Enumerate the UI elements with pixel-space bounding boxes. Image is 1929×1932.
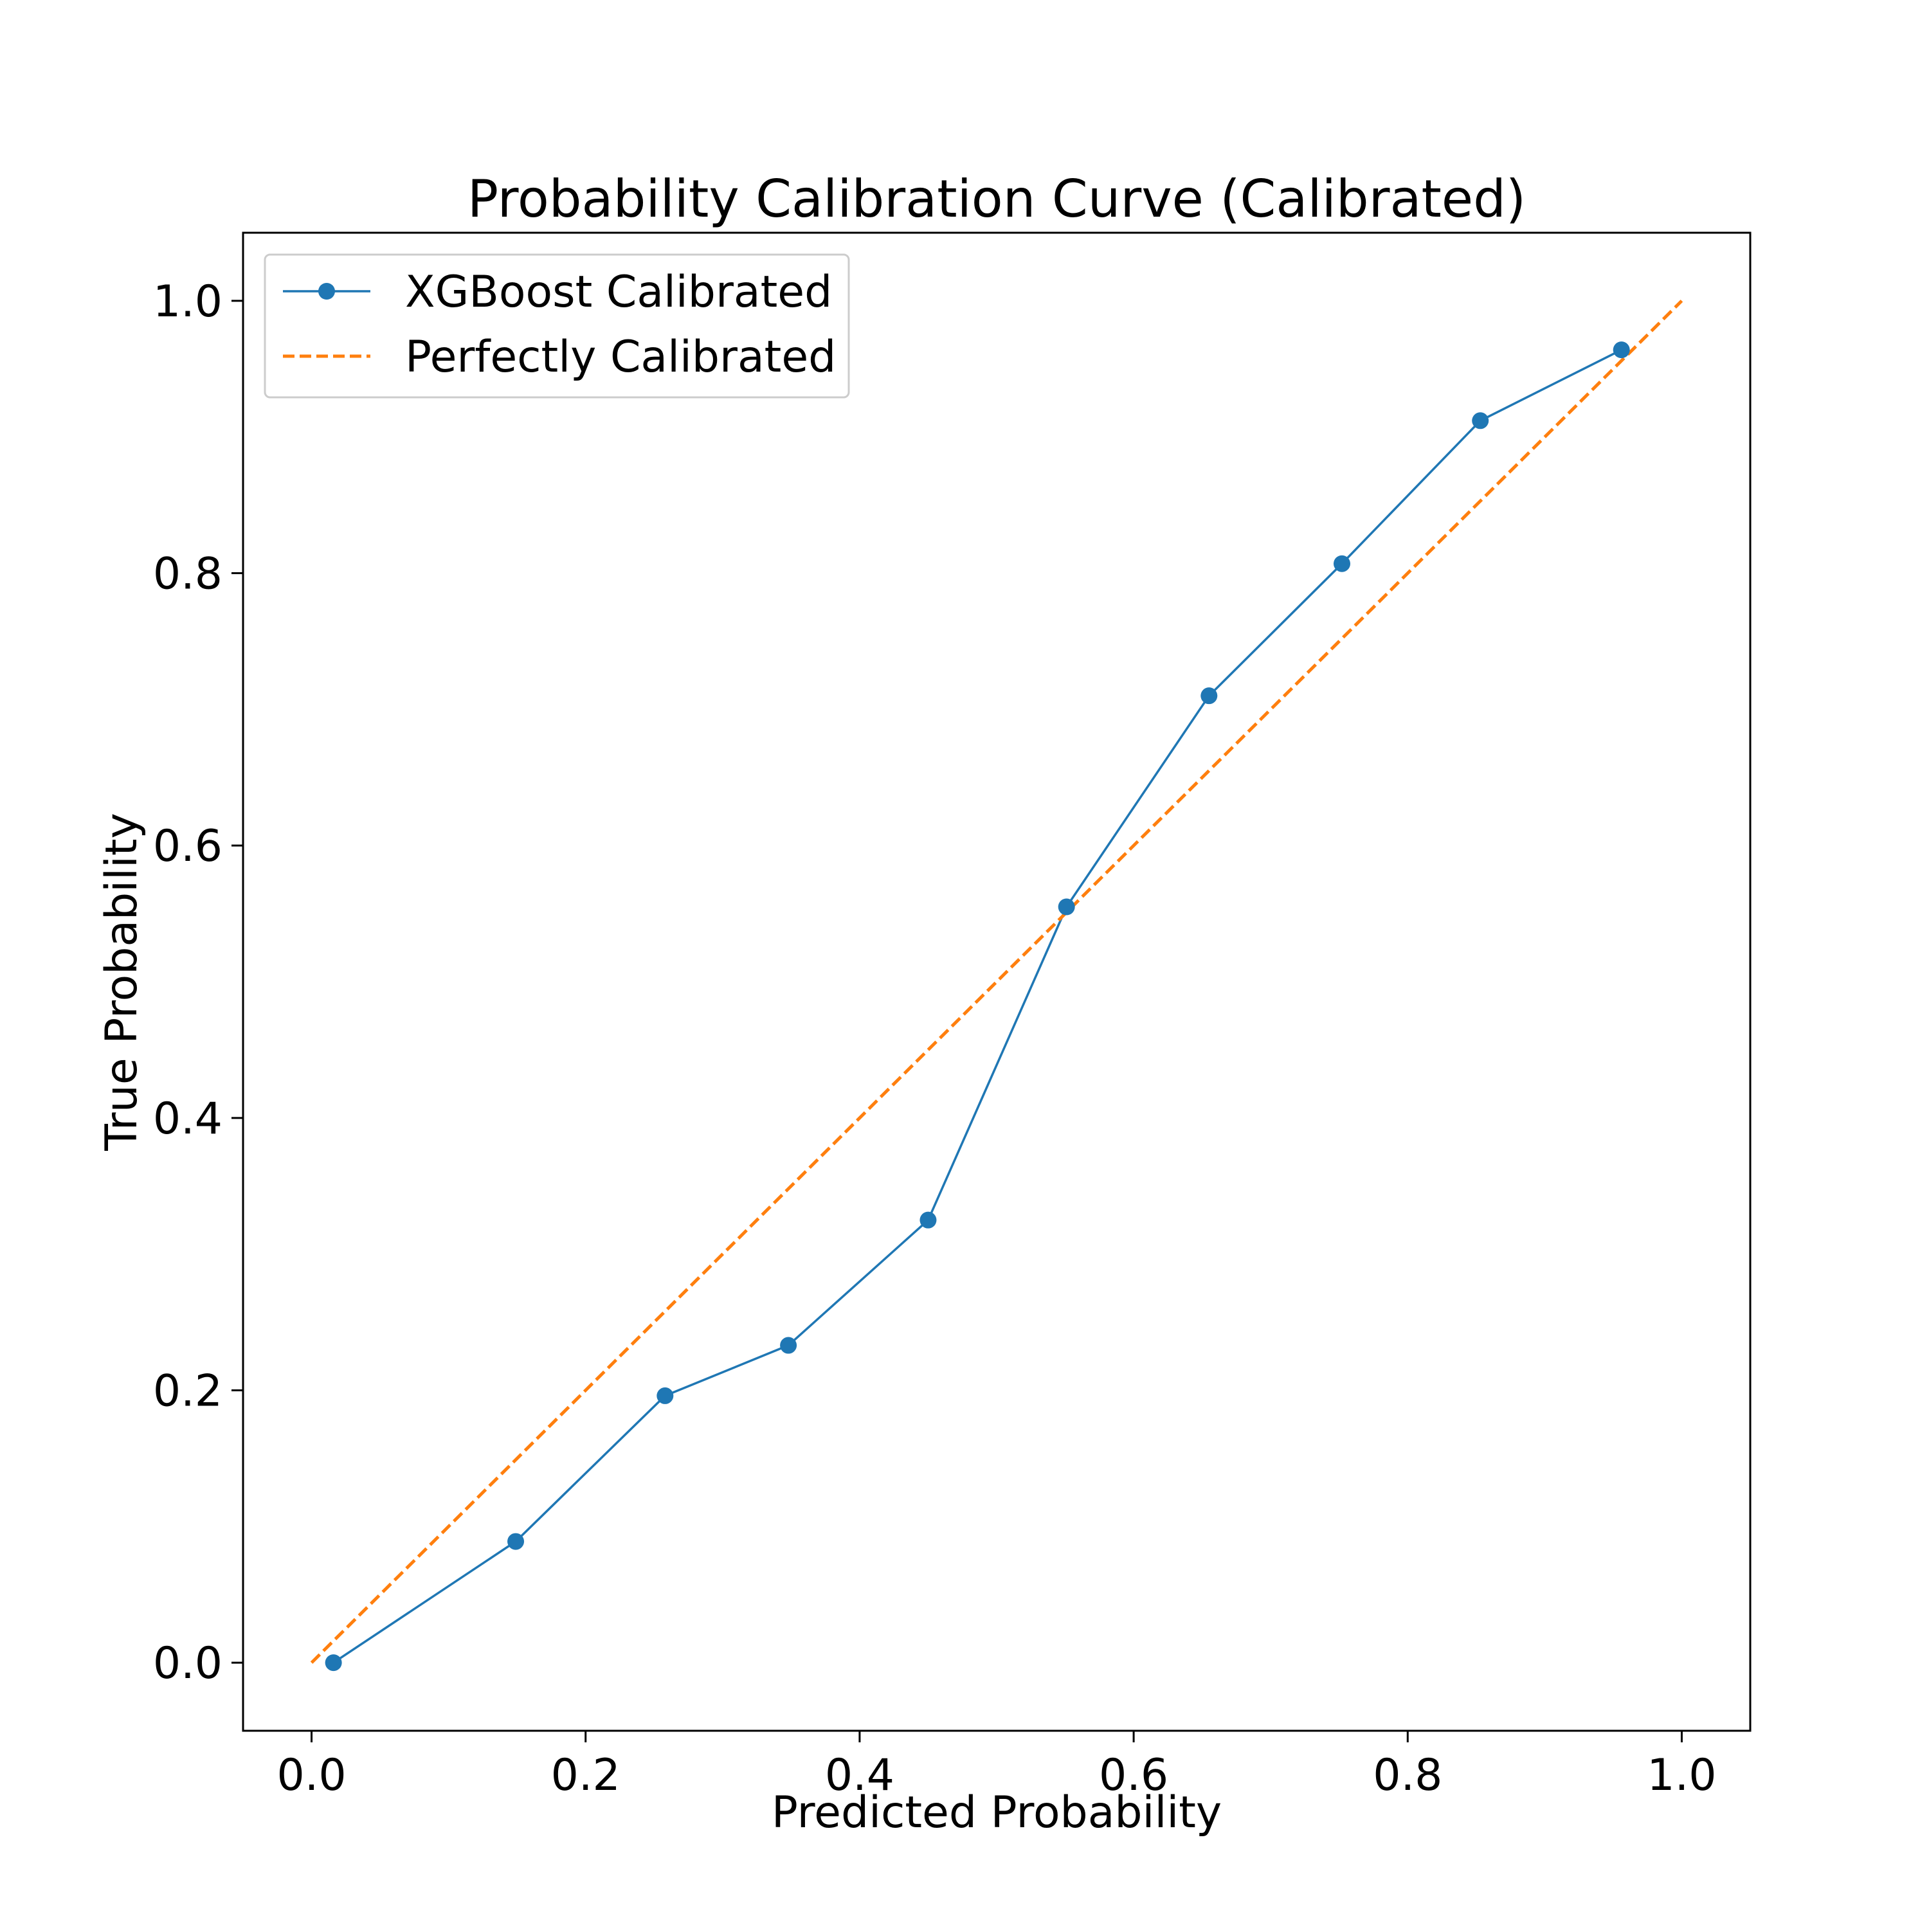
- data-point-marker: [1472, 412, 1489, 429]
- x-tick-label: 0.0: [276, 1750, 346, 1801]
- x-tick-label: 0.6: [1099, 1750, 1168, 1801]
- x-tick-label: 0.2: [551, 1750, 620, 1801]
- series-line-perfectly-calibrated: [310, 300, 1683, 1664]
- y-tick-label: 0.8: [153, 549, 222, 600]
- data-point-marker: [919, 1211, 937, 1229]
- x-axis-label: Predicted Probability: [772, 1787, 1222, 1838]
- legend-label-xgboost-calibrated: XGBoost Calibrated: [405, 267, 832, 318]
- y-tick-label: 0.2: [153, 1366, 222, 1416]
- y-tick-label: 0.4: [153, 1094, 222, 1144]
- data-point-marker: [657, 1387, 674, 1404]
- y-tick-label: 0.0: [153, 1638, 222, 1689]
- x-tick-label: 0.8: [1373, 1750, 1442, 1801]
- y-tick-label: 0.6: [153, 821, 222, 872]
- y-axis-label: True Probability: [96, 813, 147, 1151]
- legend-swatch-marker: [318, 283, 335, 300]
- series-line-xgboost-calibrated: [332, 348, 1622, 1664]
- data-point-marker: [1333, 555, 1350, 572]
- data-point-marker: [1200, 687, 1218, 705]
- plot-area-frame: [242, 231, 1752, 1732]
- legend-label-perfectly-calibrated: Perfectly Calibrated: [405, 332, 836, 383]
- x-tick-label: 1.0: [1647, 1750, 1716, 1801]
- data-point-marker: [507, 1533, 525, 1550]
- data-point-marker: [325, 1654, 342, 1672]
- data-point-marker: [780, 1337, 797, 1354]
- data-point-marker: [1058, 898, 1075, 916]
- x-tick-label: 0.4: [825, 1750, 894, 1801]
- data-point-marker: [1613, 341, 1630, 359]
- legend-box: [264, 253, 850, 399]
- y-tick-label: 1.0: [153, 276, 222, 327]
- legend: XGBoost Calibrated Perfectly Calibrated: [264, 253, 850, 399]
- chart-title: Probability Calibration Curve (Calibrate…: [467, 169, 1526, 229]
